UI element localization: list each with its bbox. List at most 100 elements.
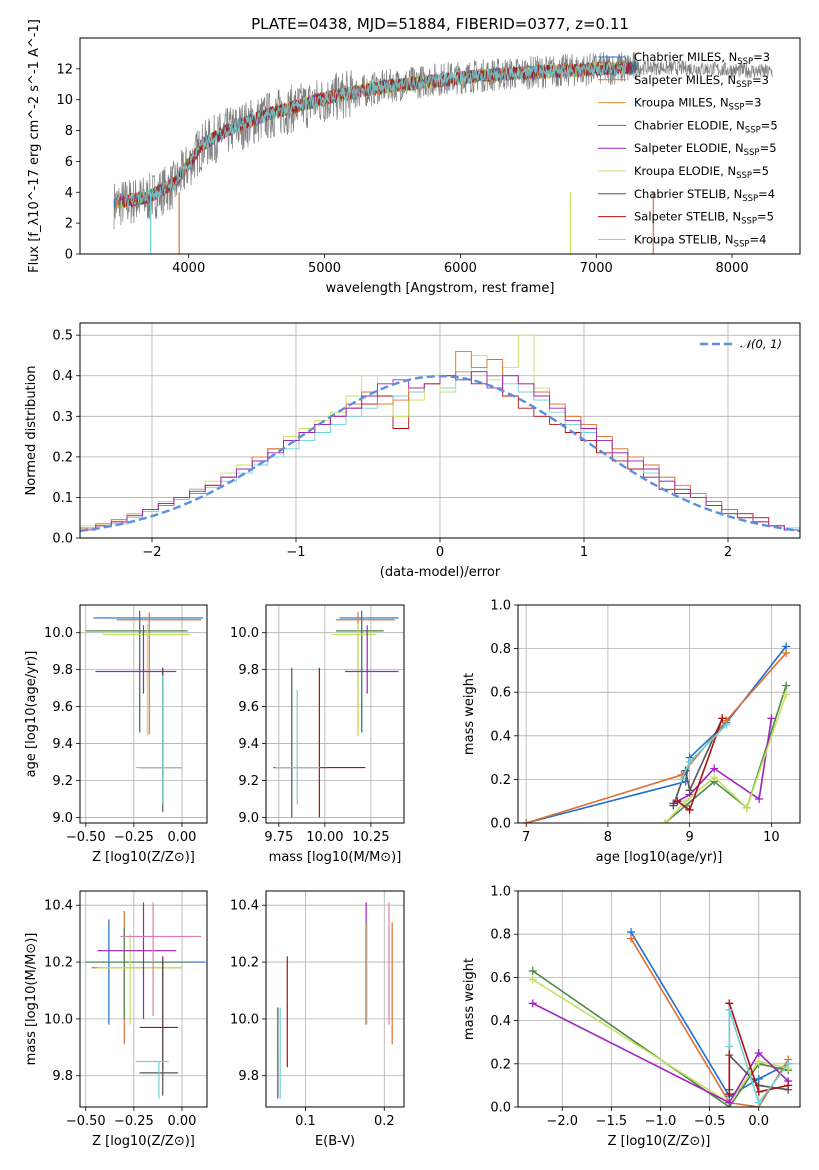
x-axis-label: wavelength [Angstrom, rest frame]	[326, 281, 555, 296]
axes-frame	[79, 604, 208, 824]
panel-age_vs_mass: 9.75 10.00 10.25 9.0 9.2 9.4 9.6 9.8 10.0 mass [l…	[230, 604, 405, 865]
data-point-marker	[782, 648, 791, 657]
panel-mass_weight_vs_Z: −2.0 −1.5 −1.0 −0.5 0.0 0.0 0.2 0.4 0.6 0.8 1.0 Z […	[462, 885, 801, 1149]
mass-weight-line	[532, 1002, 789, 1104]
y-tick-label: 0.0	[490, 817, 511, 832]
legend-entry: 𝒩(0, 1)	[740, 337, 782, 351]
data-point-marker	[528, 966, 537, 975]
data-point-marker	[784, 1059, 793, 1068]
data-point-marker	[782, 681, 791, 690]
data-point-marker	[767, 714, 776, 723]
data-point-marker	[710, 773, 719, 782]
legend-entry: Salpeter ELODIE, NSSP=5	[634, 141, 777, 158]
y-tick-label: 0.4	[490, 729, 511, 744]
x-tick-label: 0.1	[295, 1114, 316, 1129]
x-tick-label: −1.0	[645, 1114, 677, 1129]
data-point-marker	[725, 1005, 734, 1014]
x-tick-label: 2	[724, 545, 732, 560]
x-tick-label: 7	[522, 830, 530, 845]
figure-title: PLATE=0438, MJD=51884, FIBERID=0377, z=0…	[251, 15, 629, 33]
x-tick-label: 6000	[444, 261, 477, 276]
mass-weight-line	[525, 645, 787, 823]
y-tick-label: 9.0	[52, 811, 73, 826]
mass-weight-line	[525, 652, 787, 823]
axes-frame	[517, 890, 801, 1108]
data-point-marker	[754, 1049, 763, 1057]
y-tick-label: 0.4	[52, 369, 73, 384]
y-tick-label: 10.0	[230, 1012, 259, 1027]
histogram-series	[80, 371, 800, 538]
y-axis-label: mass [log10(M/M⊙)]	[24, 933, 39, 1066]
legend-entry: Chabrier MILES, NSSP=3	[634, 50, 770, 67]
x-tick-label: −1.5	[596, 1114, 628, 1129]
y-tick-label: 9.4	[52, 737, 73, 752]
legend-entry: Kroupa ELODIE, NSSP=5	[634, 164, 769, 181]
data-point-marker	[718, 714, 727, 723]
data-point-marker	[725, 1090, 734, 1099]
y-tick-label: 0.0	[52, 532, 73, 547]
x-tick-label: 0.0	[748, 1114, 769, 1129]
panel-mass_weight_vs_age: 7 8 9 10 0.0 0.2 0.4 0.6 0.8 1.0 age [log10(age/yr…	[462, 599, 801, 865]
x-tick-label: −0.50	[66, 830, 106, 845]
plot-area	[113, 52, 773, 254]
x-tick-label: −1	[286, 545, 305, 560]
y-tick-label: 10.4	[44, 899, 73, 914]
axes-frame	[265, 604, 405, 824]
legend-entry: Kroupa MILES, NSSP=3	[634, 96, 761, 113]
y-tick-label: 10.2	[230, 956, 259, 971]
data-point-marker	[755, 795, 764, 804]
y-tick-label: 9.8	[238, 1069, 259, 1084]
model-spectrum-line	[123, 60, 632, 208]
y-tick-label: 9.8	[238, 663, 259, 678]
data-point-marker	[722, 720, 731, 729]
x-tick-label: 5000	[308, 261, 341, 276]
y-tick-label: 10.0	[230, 626, 259, 641]
data-point-marker	[725, 1098, 734, 1107]
y-tick-label: 0.5	[52, 329, 73, 344]
y-tick-label: 9.0	[238, 811, 259, 826]
legend-entry: Chabrier ELODIE, NSSP=5	[634, 118, 778, 135]
data-point-marker	[685, 786, 694, 795]
y-axis-label: mass weight	[462, 673, 477, 755]
x-axis-label: (data-model)/error	[380, 565, 501, 580]
y-tick-label: 9.6	[52, 700, 73, 715]
x-axis-label: mass [log10(M/M⊙)]	[269, 850, 402, 865]
y-tick-label: 10.0	[44, 1012, 73, 1027]
x-axis-label: Z [log10(Z/Z⊙)]	[92, 1134, 195, 1149]
y-tick-label: 9.2	[238, 774, 259, 789]
plot-area	[80, 334, 800, 538]
y-tick-label: 10.2	[44, 956, 73, 971]
mass-weight-line	[630, 931, 789, 1098]
legend-entry: Salpeter STELIB, NSSP=5	[634, 210, 774, 227]
legend-entry: Salpeter MILES, NSSP=3	[634, 73, 769, 90]
data-point-marker	[685, 757, 694, 766]
y-tick-label: 9.8	[52, 1069, 73, 1084]
legend-entry: Chabrier STELIB, NSSP=4	[634, 187, 775, 204]
x-tick-label: −0.25	[114, 1114, 154, 1129]
axes-frame	[79, 322, 801, 539]
y-tick-label: 4	[65, 186, 73, 201]
x-tick-label: 10	[763, 830, 780, 845]
mass-weight-line	[664, 685, 787, 823]
legend-entry: Kroupa STELIB, NSSP=4	[634, 232, 766, 249]
y-tick-label: 9.4	[238, 737, 259, 752]
y-tick-label: 0.6	[490, 686, 511, 701]
y-tick-label: 0.8	[490, 642, 511, 657]
x-tick-label: −0.50	[66, 1114, 106, 1129]
normal-curve-line	[80, 375, 800, 533]
data-point-marker	[742, 803, 751, 812]
data-point-marker	[522, 819, 531, 823]
y-tick-label: 9.8	[52, 663, 73, 678]
y-tick-label: 0.2	[490, 1057, 511, 1072]
data-point-marker	[669, 801, 678, 810]
x-tick-label: 1	[580, 545, 588, 560]
x-tick-label: 10.25	[352, 830, 389, 845]
x-tick-label: 9	[686, 830, 694, 845]
x-tick-label: 4000	[172, 261, 205, 276]
plot-area	[277, 902, 393, 1099]
y-tick-label: 0.8	[490, 928, 511, 943]
x-tick-label: 8	[604, 830, 612, 845]
mass-weight-line	[532, 978, 789, 1104]
data-point-marker	[673, 797, 682, 806]
plot-area	[528, 928, 793, 1107]
